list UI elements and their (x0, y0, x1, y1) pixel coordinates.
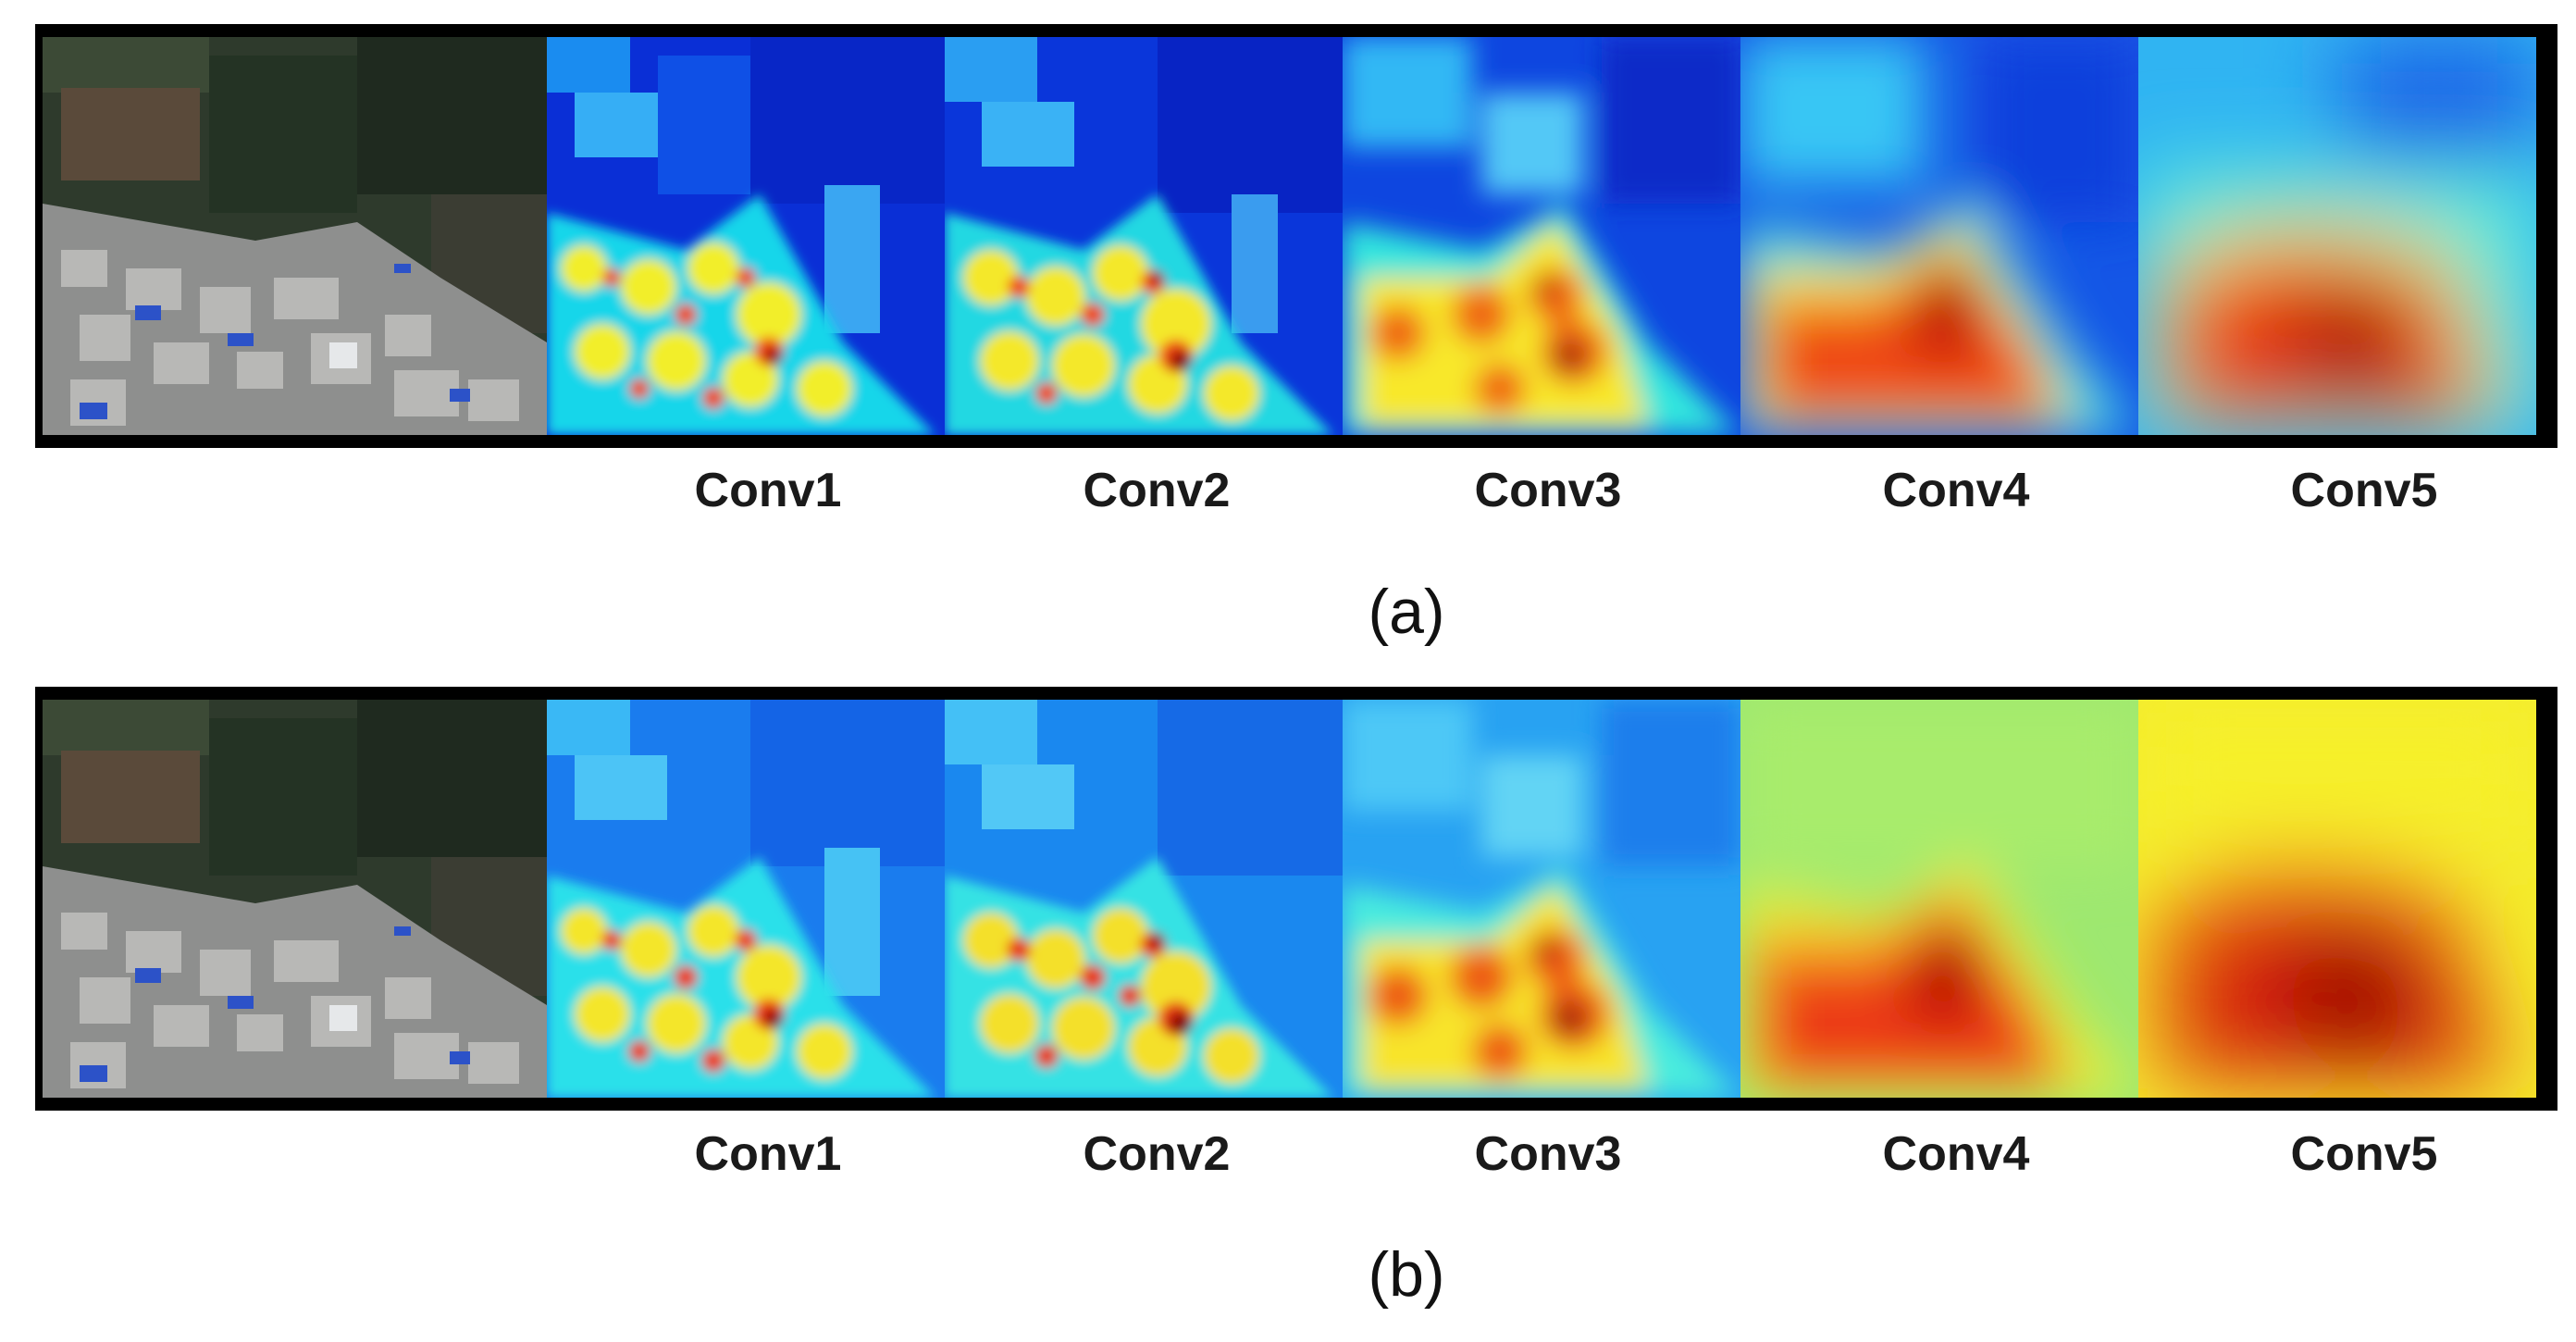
panel-caption-a: (a) (1368, 577, 1445, 647)
satellite-image-b (43, 700, 547, 1098)
satellite-image-a (43, 37, 547, 435)
heatmap-a-conv3 (1343, 37, 1740, 435)
figure-strip-b (35, 687, 2557, 1111)
layer-label: Conv2 (1083, 464, 1231, 517)
heatmap-a-conv4 (1740, 37, 2138, 435)
heatmap-b-conv5 (2138, 700, 2536, 1098)
heatmap-b-conv1 (547, 700, 945, 1098)
heatmap-b-conv3 (1343, 700, 1740, 1098)
layer-label: Conv4 (1882, 1127, 2030, 1181)
heatmap-a-conv1 (547, 37, 945, 435)
layer-label: Conv1 (694, 1127, 842, 1181)
figure-strip-a (35, 24, 2557, 448)
layer-label: Conv3 (1474, 1127, 1622, 1181)
heatmap-b-conv4 (1740, 700, 2138, 1098)
heatmap-b-conv2 (945, 700, 1343, 1098)
layer-label: Conv3 (1474, 464, 1622, 517)
heatmap-a-conv5 (2138, 37, 2536, 435)
layer-label: Conv2 (1083, 1127, 1231, 1181)
heatmap-a-conv2 (945, 37, 1343, 435)
layer-label: Conv1 (694, 464, 842, 517)
layer-label: Conv4 (1882, 464, 2030, 517)
panel-caption-b: (b) (1368, 1239, 1445, 1310)
layer-label: Conv5 (2290, 464, 2438, 517)
layer-label: Conv5 (2290, 1127, 2438, 1181)
